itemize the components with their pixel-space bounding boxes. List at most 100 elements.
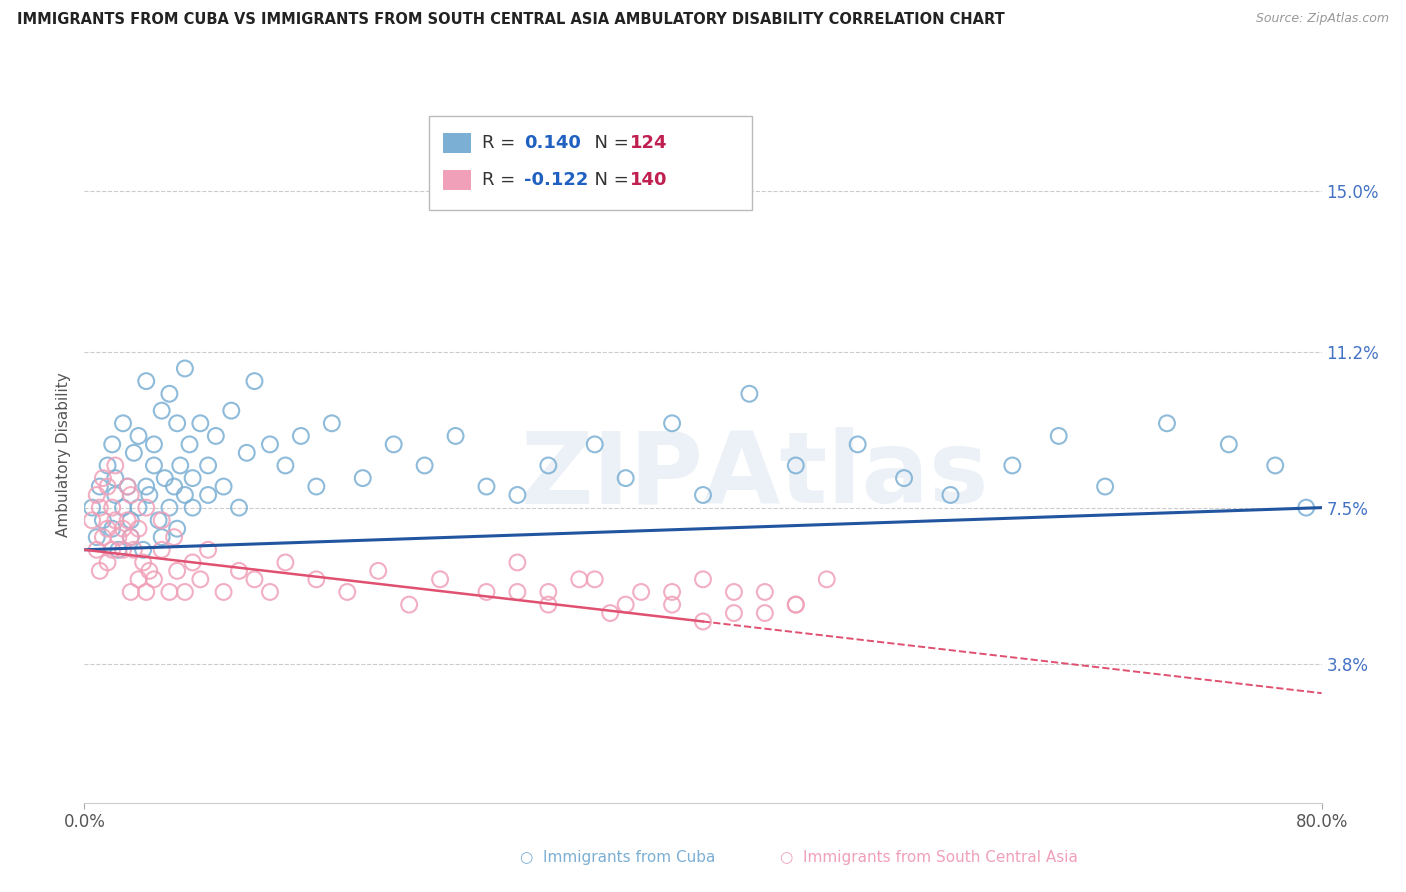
Point <box>166 564 188 578</box>
Point <box>104 488 127 502</box>
Point <box>91 471 114 485</box>
Point <box>107 530 129 544</box>
Point <box>236 446 259 460</box>
Point <box>112 542 135 557</box>
Point <box>120 488 142 502</box>
Point <box>382 437 405 451</box>
Point <box>120 585 142 599</box>
Point <box>159 386 181 401</box>
Point <box>138 564 160 578</box>
Point <box>181 471 204 485</box>
Point <box>336 585 359 599</box>
Point <box>1264 458 1286 473</box>
Point <box>91 530 114 544</box>
Point <box>785 458 807 473</box>
Point <box>181 556 204 570</box>
Point <box>290 429 312 443</box>
Text: Source: ZipAtlas.com: Source: ZipAtlas.com <box>1256 12 1389 26</box>
Point <box>86 530 108 544</box>
Point <box>614 598 637 612</box>
Point <box>614 471 637 485</box>
Point <box>150 403 173 417</box>
Point <box>163 530 186 544</box>
Point <box>112 417 135 431</box>
Point <box>97 479 120 493</box>
Point <box>117 479 139 493</box>
Point <box>86 488 108 502</box>
Point <box>243 572 266 586</box>
Point <box>174 585 197 599</box>
Point <box>939 488 962 502</box>
Point <box>138 488 160 502</box>
Point <box>1156 417 1178 431</box>
Point <box>86 542 108 557</box>
Point <box>97 522 120 536</box>
Point <box>506 556 529 570</box>
Point <box>174 488 197 502</box>
Point <box>506 488 529 502</box>
Point <box>1295 500 1317 515</box>
Point <box>101 500 124 515</box>
Point <box>89 564 111 578</box>
Point <box>188 417 212 431</box>
Point <box>174 361 197 376</box>
Point <box>197 488 219 502</box>
Point <box>583 437 606 451</box>
Text: 124: 124 <box>630 134 668 152</box>
Point <box>259 437 281 451</box>
Point <box>444 429 467 443</box>
Point <box>537 458 560 473</box>
Point <box>128 522 150 536</box>
Point <box>661 417 683 431</box>
Point <box>1094 479 1116 493</box>
Point <box>150 530 173 544</box>
Text: ZIP: ZIP <box>520 427 703 524</box>
Point <box>599 606 621 620</box>
Text: IMMIGRANTS FROM CUBA VS IMMIGRANTS FROM SOUTH CENTRAL ASIA AMBULATORY DISABILITY: IMMIGRANTS FROM CUBA VS IMMIGRANTS FROM … <box>17 12 1005 28</box>
Point <box>661 585 683 599</box>
Point <box>506 585 529 599</box>
Point <box>104 513 127 527</box>
Point <box>82 513 104 527</box>
Y-axis label: Ambulatory Disability: Ambulatory Disability <box>56 373 72 537</box>
Point <box>112 500 135 515</box>
Point <box>212 585 235 599</box>
Point <box>89 500 111 515</box>
Point <box>163 479 186 493</box>
Point <box>101 437 124 451</box>
Point <box>205 429 228 443</box>
Point <box>181 500 204 515</box>
Point <box>692 572 714 586</box>
Point <box>583 572 606 586</box>
Point <box>128 572 150 586</box>
Point <box>754 585 776 599</box>
Point <box>754 606 776 620</box>
Text: R =: R = <box>482 134 522 152</box>
Point <box>104 458 127 473</box>
Point <box>1218 437 1240 451</box>
Point <box>429 572 451 586</box>
Point <box>197 542 219 557</box>
Point <box>197 458 219 473</box>
Point <box>150 542 173 557</box>
Point <box>148 513 170 527</box>
Point <box>179 437 201 451</box>
Point <box>101 542 124 557</box>
Point <box>117 513 139 527</box>
Text: 0.140: 0.140 <box>524 134 581 152</box>
Point <box>82 500 104 515</box>
Point <box>132 542 155 557</box>
Point <box>228 564 250 578</box>
Point <box>630 585 652 599</box>
Point <box>305 572 328 586</box>
Point <box>169 458 191 473</box>
Point <box>143 458 166 473</box>
Text: -0.122: -0.122 <box>524 171 589 189</box>
Text: N =: N = <box>583 171 636 189</box>
Point <box>89 479 111 493</box>
Point <box>1047 429 1070 443</box>
Point <box>738 386 761 401</box>
Point <box>259 585 281 599</box>
Point <box>537 585 560 599</box>
Point <box>692 615 714 629</box>
